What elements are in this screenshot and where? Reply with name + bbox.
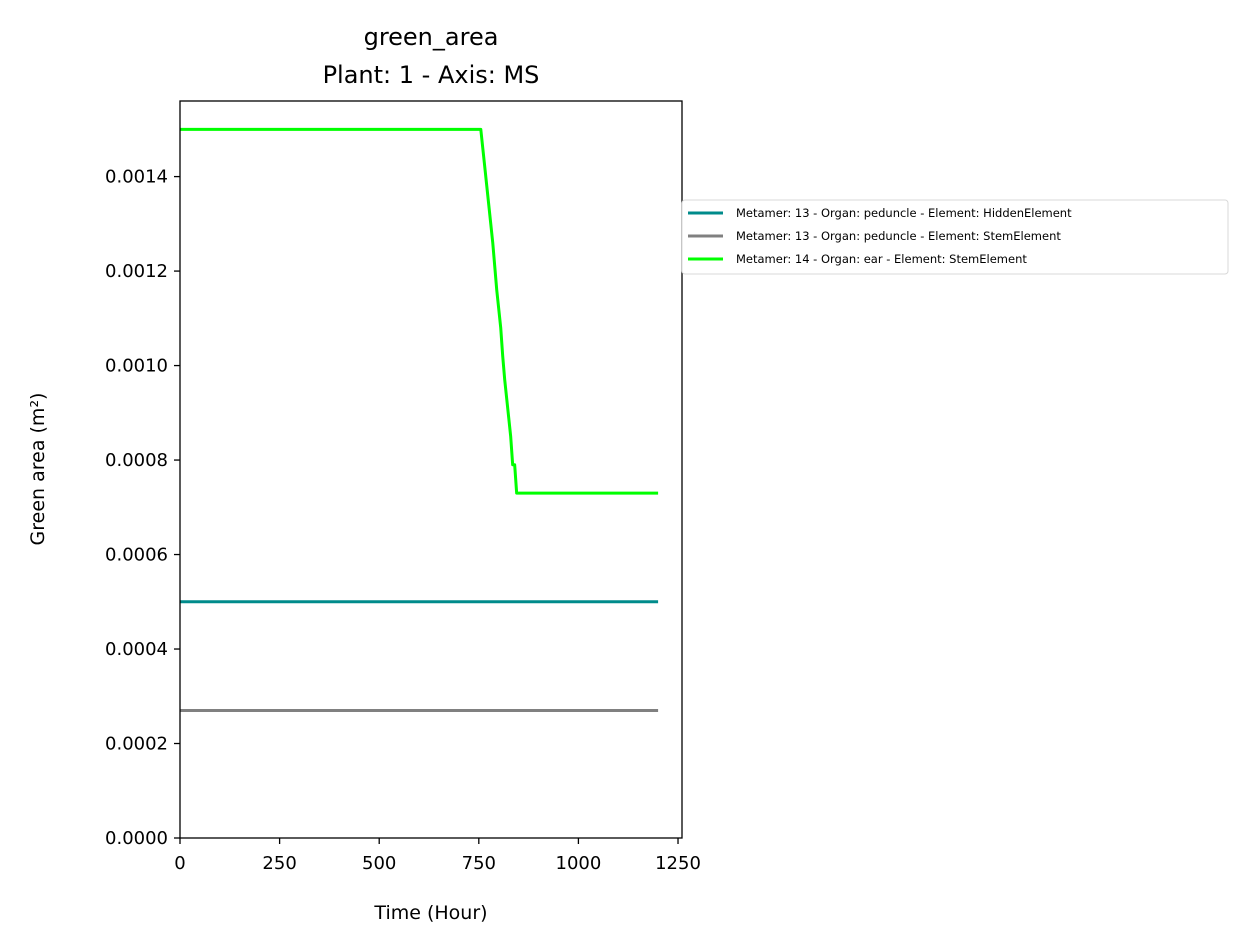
y-tick-label: 0.0004 [105, 639, 168, 660]
legend-box [681, 199, 1229, 275]
y-tick-label: 0.0006 [105, 545, 168, 566]
legend: Metamer: 13 - Organ: peduncle - Element:… [681, 199, 1229, 275]
series-line-3 [180, 127, 659, 495]
y-tick-label: 0.0002 [105, 734, 168, 755]
x-axis: 0 250 500 750 1000 1250 [174, 838, 701, 874]
x-tick-label: 500 [362, 853, 396, 874]
legend-label: Metamer: 13 - Organ: peduncle - Element:… [736, 229, 1061, 243]
x-tick-label: 250 [262, 853, 296, 874]
plot-lines [180, 127, 659, 712]
x-axis-title: Time (Hour) [373, 902, 487, 924]
legend-label: Metamer: 13 - Organ: peduncle - Element:… [736, 206, 1072, 220]
y-tick-label: 0.0000 [105, 828, 168, 849]
legend-label: Metamer: 14 - Organ: ear - Element: Stem… [736, 252, 1027, 266]
y-tick-label: 0.0010 [105, 356, 168, 377]
plot-frame [179, 100, 683, 839]
chart-title: green_area [364, 23, 499, 51]
x-tick-label: 1250 [655, 853, 701, 874]
x-tick-label: 0 [174, 853, 185, 874]
y-tick-label: 0.0014 [105, 167, 168, 188]
y-axis: 0.0000 0.0002 0.0004 0.0006 0.0008 0.0010 0.00… [105, 167, 180, 849]
x-tick-label: 750 [462, 853, 496, 874]
y-tick-label: 0.0008 [105, 450, 168, 471]
legend-entries: Metamer: 13 - Organ: peduncle - Element:… [688, 206, 1072, 266]
x-tick-label: 1000 [556, 853, 602, 874]
chart-subtitle: Plant: 1 - Axis: MS [323, 61, 540, 89]
y-axis-title: Green area (m²) [27, 393, 49, 546]
y-tick-label: 0.0012 [105, 261, 168, 282]
